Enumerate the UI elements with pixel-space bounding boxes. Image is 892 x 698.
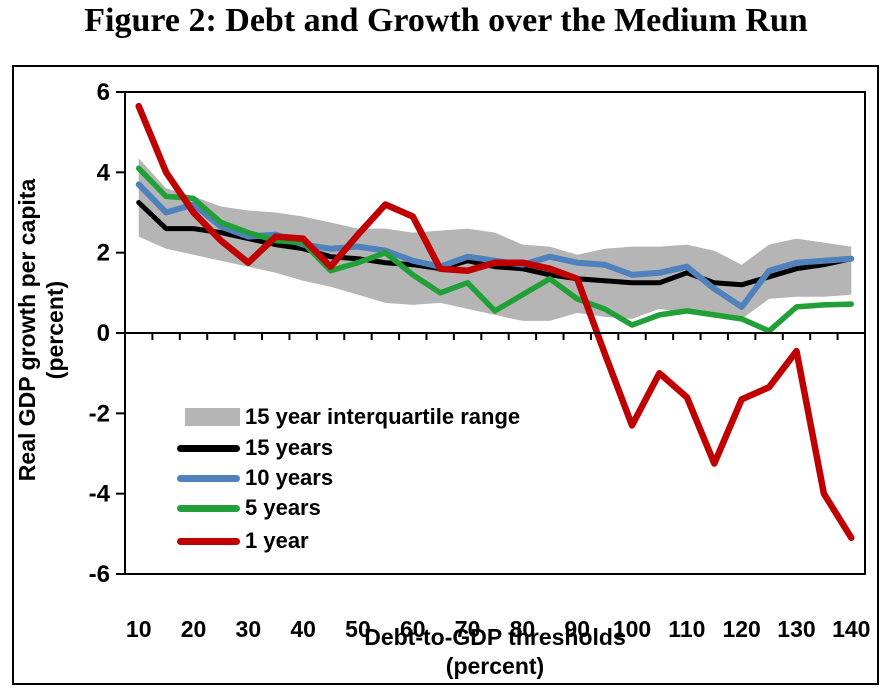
y-tick-label: -2 <box>89 400 110 427</box>
series-line-5-years <box>135 165 855 334</box>
x-tick-label: 50 <box>345 616 371 642</box>
chart-frame: 6 4 2 0 -2 -4 -6 10 20 30 40 50 60 70 80 90 100 110 120 130… <box>12 65 879 685</box>
x-tick-label: 140 <box>832 616 870 642</box>
x-tick-label: 60 <box>400 616 426 642</box>
x-tick-label: 130 <box>777 616 815 642</box>
x-tick-label: 110 <box>668 616 705 642</box>
x-tick-label: 20 <box>181 616 207 642</box>
y-tick-label: 0 <box>97 320 110 347</box>
x-axis-title-line1: Debt-to-GDP thresholds <box>364 624 626 650</box>
y-axis-title-line1: Real GDP growth per capita <box>14 178 40 482</box>
x-tick-label: 70 <box>455 616 481 642</box>
series-line-15-years <box>136 200 854 288</box>
x-tick-label: 80 <box>510 616 536 642</box>
x-tick-label: 100 <box>613 616 651 642</box>
x-tick-label: 30 <box>236 616 262 642</box>
x-tick-label: 90 <box>564 616 590 642</box>
series-line-1-year <box>135 102 855 542</box>
y-tick-label: 2 <box>97 240 110 267</box>
y-axis-title-line2: (percent) <box>42 280 68 380</box>
x-tick-label: 120 <box>722 616 760 642</box>
y-axis-title: Real GDP growth per capita (percent) <box>13 90 71 570</box>
figure-title: Figure 2: Debt and Growth over the Mediu… <box>84 2 808 39</box>
x-axis-title: Debt-to-GDP thresholds (percent) <box>125 623 865 681</box>
y-tick-label: 4 <box>97 159 111 186</box>
x-axis-title-line2: (percent) <box>445 653 545 679</box>
y-tick-label: 6 <box>97 79 110 106</box>
x-tick-label: 10 <box>126 616 152 642</box>
x-tick-label: 40 <box>290 616 316 642</box>
y-tick-label: -6 <box>89 561 110 588</box>
y-tick-label: -4 <box>89 481 111 508</box>
